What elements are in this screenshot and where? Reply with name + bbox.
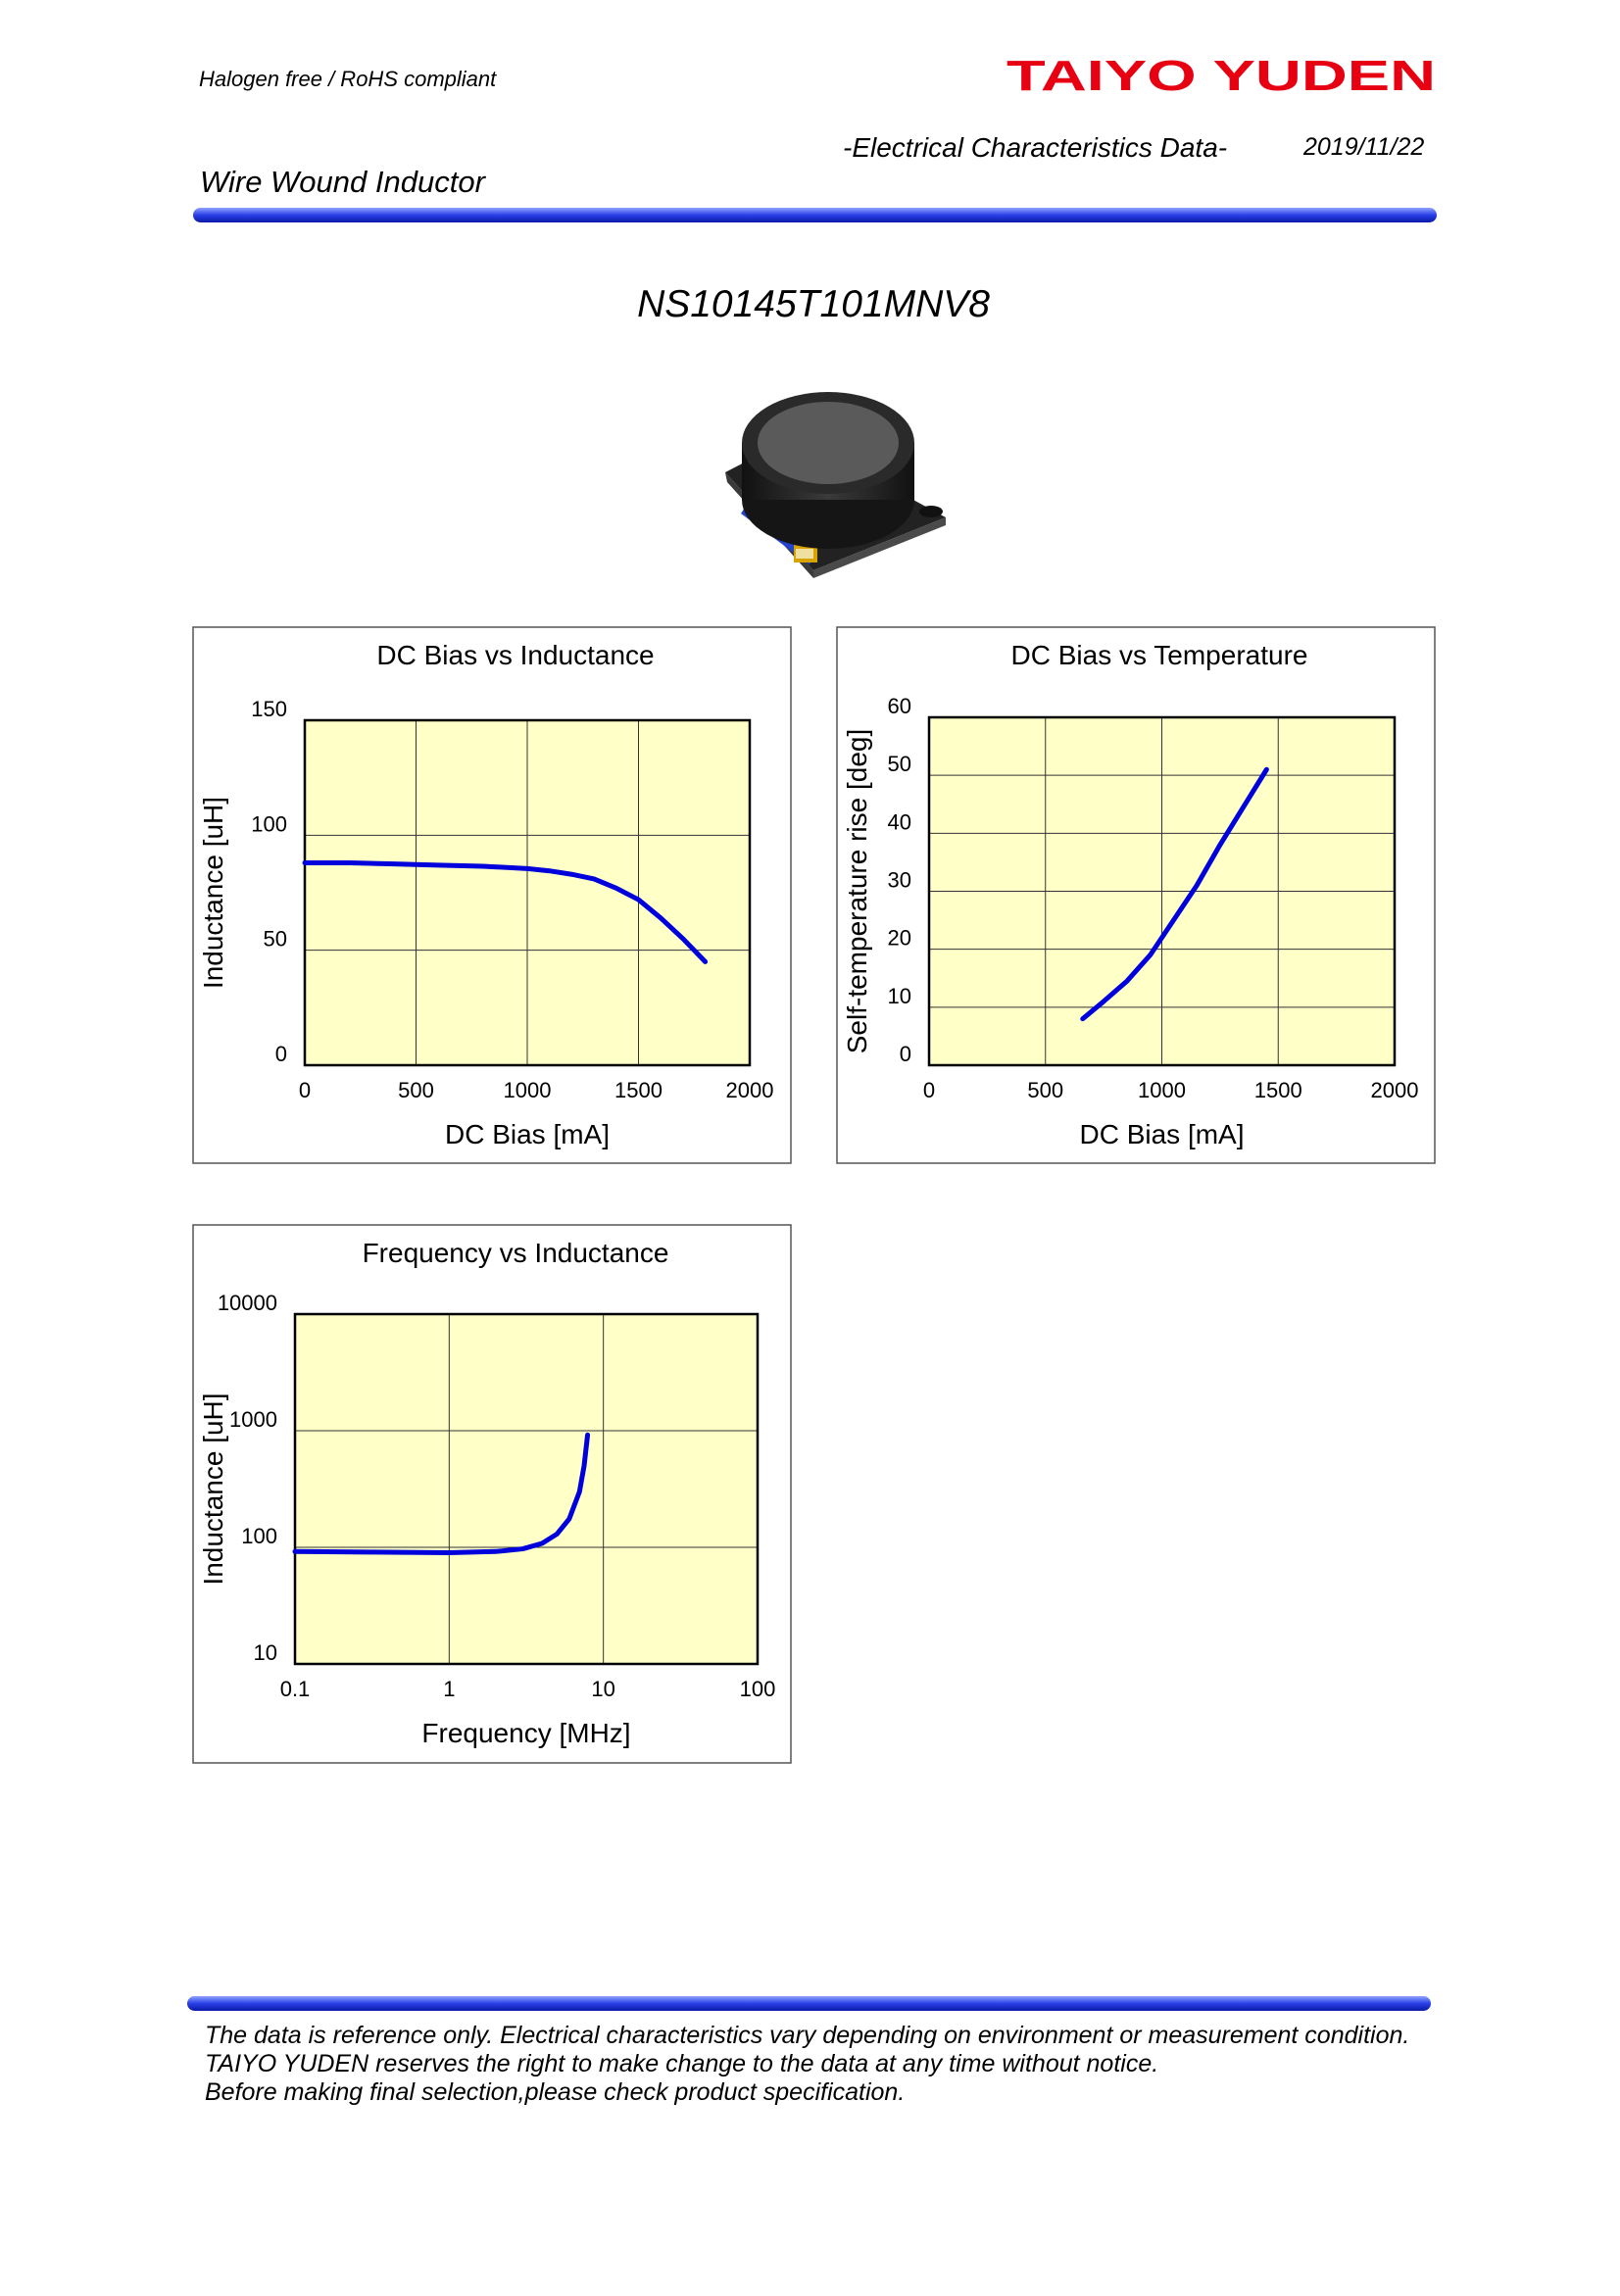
chart-title: DC Bias vs Temperature xyxy=(1011,640,1308,670)
doc-type: -Electrical Characteristics Data- xyxy=(843,132,1227,163)
product-image xyxy=(725,392,946,578)
x-tick-label: 1000 xyxy=(504,1078,552,1102)
y-tick-label: 10 xyxy=(254,1640,277,1665)
x-axis-label: DC Bias [mA] xyxy=(1079,1119,1244,1149)
y-tick-label: 10 xyxy=(888,984,911,1008)
x-tick-label: 100 xyxy=(740,1677,776,1701)
brand-logo: TAIYO YUDEN xyxy=(1006,52,1436,100)
y-tick-label: 100 xyxy=(241,1524,277,1548)
y-axis-label: Inductance [uH] xyxy=(198,1392,228,1585)
x-tick-label: 2000 xyxy=(1371,1078,1419,1102)
x-tick-label: 1500 xyxy=(1254,1078,1302,1102)
x-tick-label: 500 xyxy=(398,1078,434,1102)
y-axis-label: Inductance [uH] xyxy=(198,797,228,989)
y-tick-label: 50 xyxy=(264,927,287,952)
y-tick-label: 10000 xyxy=(218,1291,277,1315)
y-tick-label: 40 xyxy=(888,809,911,834)
y-tick-label: 20 xyxy=(888,926,911,951)
x-axis-label: Frequency [MHz] xyxy=(421,1718,630,1748)
x-tick-label: 10 xyxy=(591,1677,614,1701)
footer-bar xyxy=(187,1996,1431,2011)
part-number: NS10145T101MNV8 xyxy=(637,283,990,325)
chart-title: DC Bias vs Inductance xyxy=(376,640,654,670)
y-tick-label: 0 xyxy=(275,1042,287,1066)
data-line xyxy=(1080,766,1269,1022)
y-tick-label: 150 xyxy=(251,697,287,721)
compliance: Halogen free / RoHS compliant xyxy=(199,67,497,91)
x-tick-label: 0 xyxy=(923,1078,935,1102)
y-tick-label: 60 xyxy=(888,694,911,718)
y-tick-label: 100 xyxy=(251,811,287,836)
chart-title: Frequency vs Inductance xyxy=(363,1238,669,1268)
x-tick-label: 0 xyxy=(299,1078,311,1102)
x-tick-label: 1000 xyxy=(1138,1078,1186,1102)
plot-frame xyxy=(927,715,1397,1067)
data-line xyxy=(292,1432,591,1555)
x-axis-label: DC Bias [mA] xyxy=(445,1119,610,1149)
x-tick-label: 500 xyxy=(1027,1078,1063,1102)
footer-line: Before making final selection,please che… xyxy=(205,2078,905,2106)
x-tick-label: 1 xyxy=(443,1677,455,1701)
plot-frame xyxy=(303,718,752,1067)
x-tick-label: 0.1 xyxy=(280,1677,311,1701)
data-line xyxy=(302,859,709,964)
header-bar xyxy=(193,208,1437,222)
plot-area xyxy=(295,1314,758,1664)
x-tick-label: 2000 xyxy=(726,1078,774,1102)
y-tick-label: 30 xyxy=(888,868,911,893)
plot-frame xyxy=(293,1312,760,1666)
product-family: Wire Wound Inductor xyxy=(200,165,487,199)
y-tick-label: 0 xyxy=(900,1042,911,1066)
y-axis-label: Self-temperature rise [deg] xyxy=(842,729,872,1054)
x-tick-label: 1500 xyxy=(614,1078,663,1102)
date: 2019/11/22 xyxy=(1302,133,1424,161)
y-tick-label: 50 xyxy=(888,752,911,776)
footer-line: TAIYO YUDEN reserves the right to make c… xyxy=(205,2050,1158,2077)
footer-line: The data is reference only. Electrical c… xyxy=(205,2022,1409,2049)
y-tick-label: 1000 xyxy=(229,1407,277,1432)
